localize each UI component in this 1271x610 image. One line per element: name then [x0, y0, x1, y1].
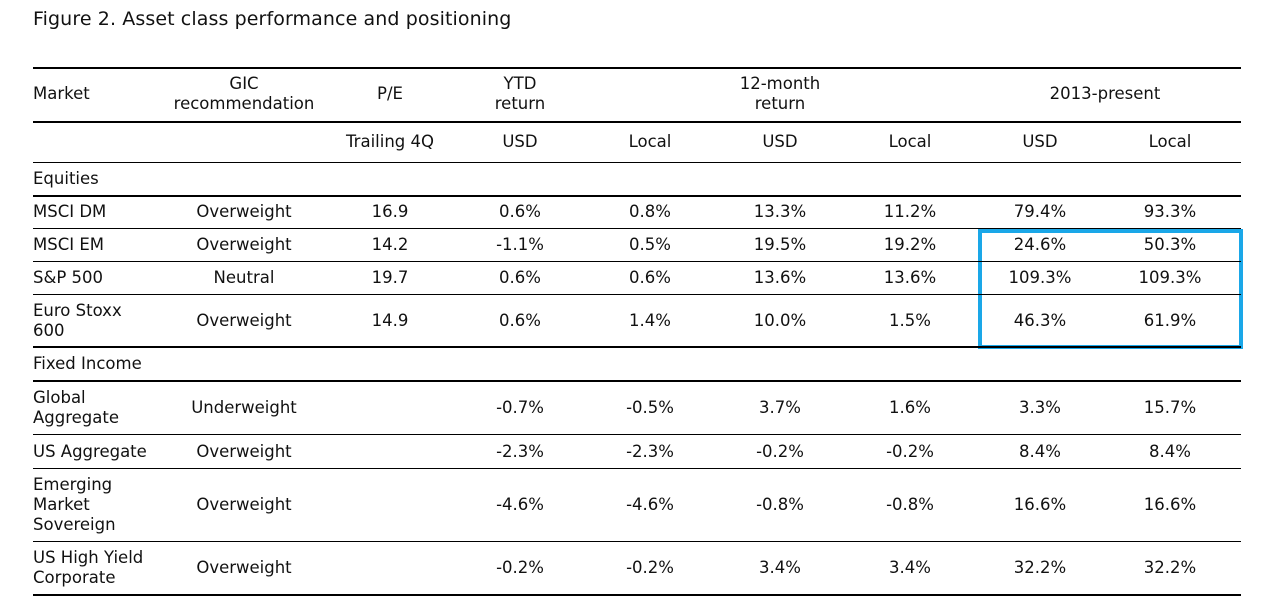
table-cell: 24.6%: [1013, 235, 1067, 254]
table-cell: Overweight: [196, 558, 292, 577]
table-cell: -2.3%: [626, 441, 674, 461]
subheader-12m-usd: USD: [762, 132, 798, 151]
row-market-label: MSCI DM: [33, 202, 107, 221]
row-market-label: Emerging Market Sovereign: [33, 475, 116, 534]
section-rule: [33, 346, 1241, 348]
table-cell: -4.6%: [496, 495, 544, 514]
row-divider: [33, 195, 1241, 197]
table-cell: 10.0%: [753, 310, 807, 330]
subheader-2013-local: Local: [1148, 132, 1192, 151]
row-market-label: US Aggregate: [33, 441, 147, 461]
table-cell: 13.3%: [753, 202, 807, 221]
figure-title: Figure 2. Asset class performance and po…: [33, 8, 512, 30]
table-cell: Underweight: [191, 397, 297, 417]
table-cell: Overweight: [196, 202, 292, 221]
table-cell: -4.6%: [626, 495, 674, 514]
table-cell: 1.4%: [629, 310, 671, 330]
table-cell: 3.7%: [759, 397, 801, 417]
table-cell: 19.2%: [883, 235, 937, 254]
table-cell: Overweight: [196, 235, 292, 254]
table-cell: -2.3%: [496, 441, 544, 461]
table-cell: 50.3%: [1143, 235, 1197, 254]
subheader-trailing-4q: Trailing 4Q: [346, 132, 434, 151]
header-2013-present: 2013-present: [1049, 84, 1161, 103]
table-cell: 15.7%: [1143, 397, 1197, 417]
table-cell: 79.4%: [1013, 202, 1067, 221]
table-cell: 16.6%: [1143, 495, 1197, 514]
table-bottom-rule: [33, 594, 1241, 596]
row-market-label: US High Yield Corporate: [33, 548, 144, 587]
row-divider: [33, 541, 1241, 542]
row-divider: [33, 380, 1241, 382]
table-cell: -0.2%: [496, 558, 544, 577]
section-fixed-income: Fixed Income: [33, 353, 142, 373]
header-rule: [33, 121, 1241, 123]
table-cell: 13.6%: [883, 268, 937, 287]
table-cell: 11.2%: [883, 202, 937, 221]
section-equities: Equities: [33, 169, 99, 188]
table-cell: Overweight: [196, 310, 292, 330]
row-market-label: S&P 500: [33, 268, 104, 287]
table-cell: -0.7%: [496, 397, 544, 417]
table-cell: 1.5%: [889, 310, 931, 330]
table-cell: 0.6%: [499, 310, 541, 330]
table-cell: 8.4%: [1019, 441, 1061, 461]
table-cell: 8.4%: [1149, 441, 1191, 461]
table-cell: Overweight: [196, 441, 292, 461]
table-cell: -0.2%: [626, 558, 674, 577]
header-gic-recommendation: GIC recommendation: [173, 74, 315, 113]
table-top-rule: [33, 67, 1241, 69]
row-divider: [33, 434, 1241, 435]
table-cell: 19.7: [371, 268, 409, 287]
row-market-label: Euro Stoxx 600: [33, 300, 122, 340]
table-cell: 0.6%: [499, 202, 541, 221]
table-cell: 93.3%: [1143, 202, 1197, 221]
header-12-month-return: 12-month return: [739, 74, 821, 113]
table-cell: 32.2%: [1013, 558, 1067, 577]
table-cell: 1.6%: [889, 397, 931, 417]
header-pe: P/E: [377, 84, 403, 103]
table-cell: -0.5%: [626, 397, 674, 417]
table-cell: Overweight: [196, 495, 292, 514]
table-cell: 109.3%: [1138, 268, 1202, 287]
table-cell: 16.9: [371, 202, 409, 221]
header-ytd-return: YTD return: [494, 74, 546, 113]
row-divider: [33, 228, 1241, 229]
table-cell: Neutral: [213, 268, 275, 287]
table-cell: -0.2%: [886, 441, 934, 461]
table-cell: 109.3%: [1008, 268, 1072, 287]
table-cell: 14.2: [371, 235, 409, 254]
table-cell: -1.1%: [496, 235, 544, 254]
table-cell: 46.3%: [1013, 310, 1067, 330]
row-divider: [33, 468, 1241, 469]
subheader-ytd-local: Local: [628, 132, 672, 151]
table-cell: 14.9: [371, 310, 409, 330]
table-cell: 0.6%: [629, 268, 671, 287]
table-cell: 61.9%: [1143, 310, 1197, 330]
subheader-2013-usd: USD: [1022, 132, 1058, 151]
row-market-label: MSCI EM: [33, 235, 105, 254]
table-cell: 0.8%: [629, 202, 671, 221]
table-cell: 0.6%: [499, 268, 541, 287]
row-divider: [33, 294, 1241, 295]
table-cell: 16.6%: [1013, 495, 1067, 514]
table-cell: 3.3%: [1019, 397, 1061, 417]
table-cell: 13.6%: [753, 268, 807, 287]
subheader-ytd-usd: USD: [502, 132, 538, 151]
table-cell: 3.4%: [759, 558, 801, 577]
row-divider: [33, 261, 1241, 262]
row-market-label: Global Aggregate: [33, 387, 120, 427]
table-cell: -0.8%: [756, 495, 804, 514]
table-cell: -0.8%: [886, 495, 934, 514]
table-cell: 3.4%: [889, 558, 931, 577]
table-cell: 32.2%: [1143, 558, 1197, 577]
header-market: Market: [33, 84, 90, 103]
table-cell: 0.5%: [629, 235, 671, 254]
table-cell: 19.5%: [753, 235, 807, 254]
subheader-12m-local: Local: [888, 132, 932, 151]
table-cell: -0.2%: [756, 441, 804, 461]
row-divider: [33, 162, 1241, 163]
